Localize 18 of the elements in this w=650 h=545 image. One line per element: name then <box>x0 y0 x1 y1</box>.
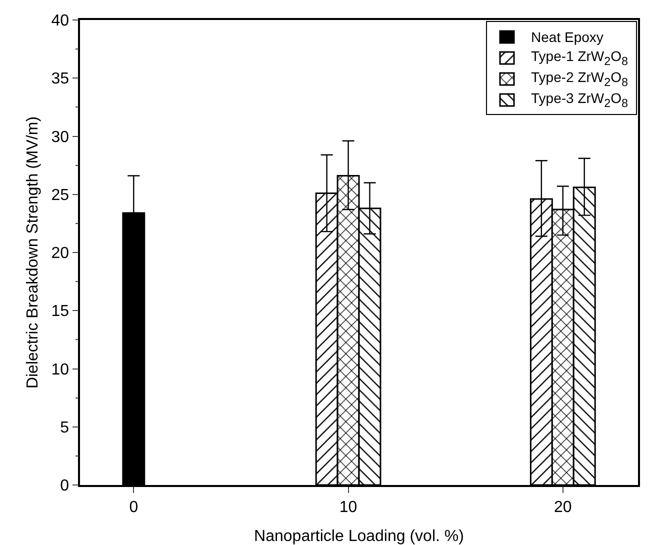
y-axis-title: Dielectric Breakdown Strength (MV/m) <box>24 116 42 389</box>
x-axis-title: Nanoparticle Loading (vol. %) <box>254 528 464 545</box>
legend-label: Type-3 ZrW$_{2}$O$_{8}$ <box>531 90 628 110</box>
y-tick-label: 10 <box>51 361 70 378</box>
y-tick-label: 35 <box>51 70 70 88</box>
x-tick-label: 10 <box>339 498 358 516</box>
y-tick-label: 40 <box>51 12 70 30</box>
legend-label: Neat Epoxy <box>531 28 604 44</box>
y-tick-label: 15 <box>51 303 70 320</box>
legend-label: Type-2 ZrW$_{2}$O$_{8}$ <box>531 68 628 88</box>
x-tick-label: 20 <box>554 498 572 516</box>
y-tick-label: 0 <box>60 478 70 495</box>
y-tick-label: 30 <box>51 128 70 146</box>
y-tick-label: 25 <box>51 186 70 204</box>
legend-label: Type-1 ZrW$_{2}$O$_{8}$ <box>531 48 628 68</box>
y-tick-label: 20 <box>51 245 70 262</box>
y-tick-label: 5 <box>60 419 70 436</box>
x-tick-label: 0 <box>129 498 138 516</box>
